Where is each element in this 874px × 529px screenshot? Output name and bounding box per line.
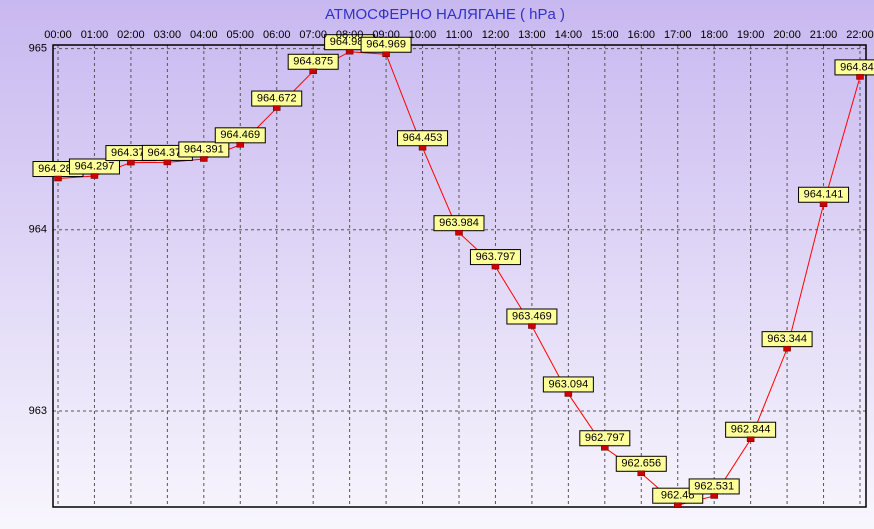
marker (236, 142, 245, 148)
data-label: 962.844 (731, 424, 771, 436)
y-tick-label: 965 (29, 43, 47, 55)
marker (528, 323, 536, 329)
data-label: 964.453 (403, 132, 443, 144)
x-tick-label: 12:00 (482, 29, 510, 41)
marker (455, 229, 463, 236)
x-tick-label: 15:00 (591, 29, 619, 41)
data-label: 964.844 (840, 61, 874, 73)
x-tick-label: 11:00 (446, 29, 473, 41)
grid (53, 45, 866, 507)
data-label: 964.141 (804, 189, 844, 201)
x-tick-label: 00:00 (44, 29, 72, 41)
marker (163, 159, 172, 166)
y-tick-label: 964 (29, 224, 47, 236)
data-label: 963.797 (476, 251, 516, 263)
marker (601, 445, 609, 451)
data-label: 964.371 (111, 147, 151, 159)
marker (200, 156, 208, 162)
marker (54, 175, 62, 182)
data-label: 964.372 (147, 147, 187, 159)
marker (564, 391, 573, 397)
marker (382, 51, 390, 57)
data-label: 964.875 (293, 56, 333, 68)
x-tick-label: 05:00 (227, 29, 255, 41)
chart-title: АТМОСФЕРНО НАЛЯГАНЕ ( hPa ) (325, 6, 565, 23)
data-label: 963.469 (512, 310, 552, 322)
data-label: 962.797 (585, 432, 625, 444)
x-tick-label: 04:00 (190, 29, 218, 41)
x-tick-label: 06:00 (263, 29, 291, 41)
marker (673, 502, 682, 508)
data-label: 963.984 (439, 217, 479, 229)
marker (345, 48, 354, 55)
marker (710, 493, 718, 499)
data-label: 964.283 (38, 163, 78, 175)
x-tick-label: 08:00 (336, 29, 364, 41)
marker (819, 201, 828, 208)
x-tick-label: 13:00 (518, 29, 546, 41)
y-tick-label: 963 (29, 405, 47, 417)
x-tick-label: 22:00 (846, 29, 874, 41)
x-tick-label: 16:00 (628, 29, 656, 41)
marker (491, 263, 500, 270)
data-label: 962.48 (661, 490, 695, 502)
data-label: 963.344 (767, 333, 807, 345)
marker (127, 159, 135, 166)
marker (309, 68, 317, 75)
x-tick-label: 03:00 (154, 29, 182, 41)
data-label: 962.531 (694, 480, 734, 492)
x-tick-label: 21:00 (810, 29, 838, 41)
data-label: 964.469 (220, 129, 260, 141)
data-label: 963.094 (548, 378, 588, 390)
data-label: 964.672 (257, 92, 297, 104)
x-tick-label: 07:00 (299, 29, 327, 41)
x-tick-label: 01:00 (81, 29, 109, 41)
data-label: 964.391 (184, 143, 224, 155)
marker (90, 173, 99, 179)
data-label: 964.969 (366, 39, 406, 51)
x-tick-label: 18:00 (700, 29, 728, 41)
marker (856, 74, 864, 80)
x-tick-label: 09:00 (372, 29, 400, 41)
data-label: 964.983 (330, 36, 370, 48)
x-tick-label: 17:00 (664, 29, 692, 41)
marker (418, 144, 427, 151)
x-tick-label: 10:00 (409, 29, 437, 41)
data-label: 962.656 (621, 458, 661, 470)
x-tick-label: 20:00 (773, 29, 801, 41)
x-tick-label: 02:00 (117, 29, 145, 41)
marker (272, 105, 281, 111)
marker (783, 345, 791, 352)
x-tick-label: 14:00 (555, 29, 583, 41)
marker (746, 436, 755, 442)
data-label: 964.297 (75, 160, 115, 172)
x-tick-label: 19:00 (737, 29, 765, 41)
plot-frame (52, 44, 867, 508)
marker (637, 470, 646, 477)
